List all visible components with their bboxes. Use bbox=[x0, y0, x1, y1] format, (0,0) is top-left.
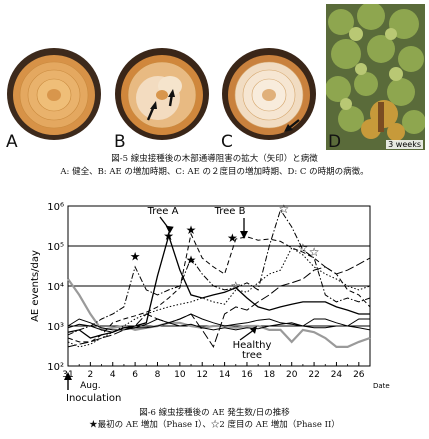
figure6-caption-legend: ★最初の AE 増加（Phase I）、☆2 度目の AE 増加（Phase I… bbox=[89, 420, 340, 430]
photo-panel-c: C bbox=[219, 44, 317, 152]
healthy-tree-arrowhead bbox=[250, 325, 257, 334]
tree-a-arrowhead bbox=[165, 225, 174, 234]
x-axis-label: Date bbox=[373, 382, 390, 390]
phase2-marker: ☆ bbox=[230, 279, 241, 293]
series-line-8 bbox=[67, 257, 371, 349]
y-tick-label: 10⁴ bbox=[47, 282, 64, 293]
x-tick-label: 8 bbox=[155, 370, 161, 380]
ae-events-chart: 10²10³10⁴10⁵10⁶312468101214161820222426A… bbox=[0, 196, 429, 406]
photo-panel-a: A bbox=[4, 44, 102, 152]
photo-panel-d: D 3 weeks bbox=[325, 2, 426, 152]
figure5-caption: 図-5 線虫接種後の木部通導阻害の拡大（矢印）と病徴 A: 健全、B: AE の… bbox=[0, 153, 429, 179]
x-tick-label: 20 bbox=[286, 370, 298, 380]
healthy-tree-label: Healthy bbox=[233, 340, 272, 351]
phase2-marker: ☆ bbox=[278, 202, 289, 216]
figure5-caption-legend: A: 健全、B: AE の増加時期、C: AE の２度目の増加時期、D: C の… bbox=[60, 167, 369, 177]
tree-b-label: Tree B bbox=[214, 206, 246, 217]
phase2-marker: ☆ bbox=[298, 241, 309, 255]
inoculation-arrowhead bbox=[64, 372, 72, 380]
duration-label: 3 weeks bbox=[386, 140, 423, 149]
x-month-label: Aug. bbox=[80, 381, 100, 391]
series-line-1 bbox=[67, 278, 371, 348]
phase1-marker: ★ bbox=[186, 223, 197, 237]
y-tick-label: 10³ bbox=[47, 322, 64, 333]
x-tick-label: 2 bbox=[88, 370, 94, 380]
photo-panel-b: B bbox=[112, 44, 210, 152]
x-tick-label: 22 bbox=[308, 370, 319, 380]
x-tick-label: 24 bbox=[331, 370, 343, 380]
x-tick-label: 18 bbox=[264, 370, 276, 380]
panel-letter-c: C bbox=[221, 132, 233, 152]
tree-a-label: Tree A bbox=[147, 206, 179, 217]
panel-letter-a: A bbox=[6, 132, 18, 152]
x-tick-label: 6 bbox=[132, 370, 138, 380]
figure6-caption-title: 図-6 線虫接種後の AE 発生数/日の推移 bbox=[139, 408, 290, 418]
x-tick-label: 10 bbox=[174, 370, 186, 380]
figure5-caption-title: 図-5 線虫接種後の木部通導阻害の拡大（矢印）と病徴 bbox=[111, 154, 318, 164]
series-line-4 bbox=[67, 318, 371, 333]
y-tick-label: 10⁶ bbox=[47, 202, 64, 213]
phase1-marker: ★ bbox=[130, 249, 141, 263]
chart-svg: 10²10³10⁴10⁵10⁶312468101214161820222426A… bbox=[30, 202, 390, 404]
figure5-photo-row: A B C bbox=[4, 2, 426, 152]
y-tick-label: 10² bbox=[47, 362, 64, 373]
healthy-trunk-cross-section-icon bbox=[7, 48, 101, 140]
ae-increase-cross-section-icon bbox=[115, 48, 209, 140]
series-line-2 bbox=[67, 233, 370, 339]
series-line-6 bbox=[67, 208, 371, 336]
second-ae-increase-cross-section-icon bbox=[222, 48, 316, 140]
y-tick-label: 10⁵ bbox=[47, 242, 64, 253]
phase1-marker: ★ bbox=[163, 229, 174, 243]
diseased-pine-crown-icon bbox=[325, 2, 426, 150]
series-line-5 bbox=[67, 232, 371, 343]
y-axis-label: AE events/day bbox=[30, 250, 41, 322]
x-tick-label: 12 bbox=[196, 370, 207, 380]
x-tick-label: 26 bbox=[353, 370, 365, 380]
panel-letter-b: B bbox=[114, 132, 126, 152]
phase1-marker: ★ bbox=[186, 253, 197, 267]
tree-b-arrowhead bbox=[240, 231, 248, 239]
phase1-marker: ★ bbox=[227, 231, 238, 245]
panel-letter-d: D bbox=[328, 132, 342, 152]
x-tick-label: 4 bbox=[110, 370, 116, 380]
healthy-tree-label: tree bbox=[242, 350, 262, 361]
x-tick-label: 16 bbox=[241, 370, 253, 380]
inoculation-label: Inoculation bbox=[66, 393, 121, 404]
phase2-marker: ☆ bbox=[309, 245, 320, 259]
series-line-7 bbox=[67, 247, 371, 348]
figure6-caption: 図-6 線虫接種後の AE 発生数/日の推移 ★最初の AE 増加（Phase … bbox=[0, 407, 429, 431]
x-tick-label: 14 bbox=[219, 370, 231, 380]
healthy-tree-arrow bbox=[239, 329, 255, 341]
